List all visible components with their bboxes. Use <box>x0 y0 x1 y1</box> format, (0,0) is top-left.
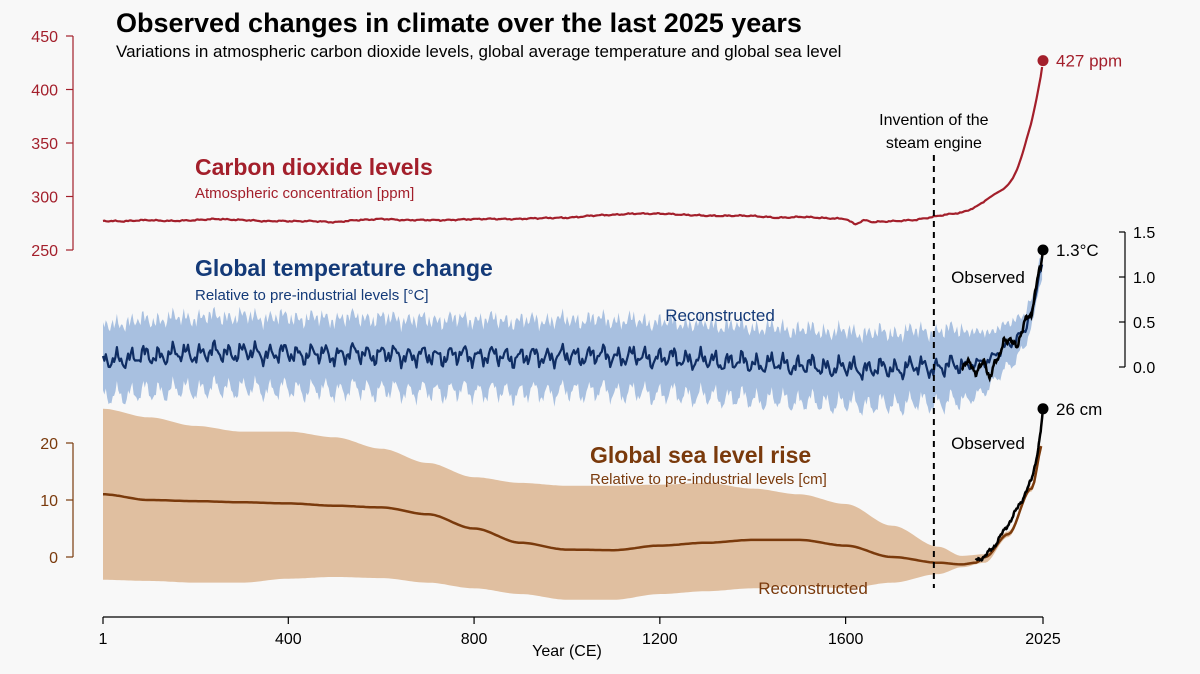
x-axis: 1 400 800 1200 1600 2025 <box>99 616 1061 648</box>
temperature-reconstructed-line <box>101 264 1044 381</box>
x-axis-label: Year (CE) <box>532 643 602 660</box>
temp-panel-subtitle: Relative to pre-industrial levels [°C] <box>195 287 429 304</box>
x-tick-label: 800 <box>461 631 488 648</box>
co2-panel-subtitle: Atmospheric concentration [ppm] <box>195 185 414 202</box>
temp-band-area <box>103 249 1043 416</box>
chart-title: Observed changes in climate over the las… <box>116 8 802 38</box>
x-tick-label: 1600 <box>828 631 864 648</box>
temp-tick-label: 0.5 <box>1133 315 1155 332</box>
sea-tick-label: 10 <box>40 493 58 510</box>
steam-engine-label-line1: Invention of the <box>879 112 989 129</box>
temp-y-axis: 0.0 0.5 1.0 1.5 <box>1119 225 1155 377</box>
co2-panel-title: Carbon dioxide levels <box>195 154 433 180</box>
sea-y-axis: 0 10 20 <box>40 436 74 567</box>
temp-panel-title: Global temperature change <box>195 255 493 281</box>
co2-endpoint-label: 427 ppm <box>1056 52 1122 71</box>
co2-path <box>102 66 1044 226</box>
sea-band-area <box>103 408 1042 600</box>
temp-tick-label: 1.0 <box>1133 270 1155 287</box>
temp-tick-label: 0.0 <box>1133 360 1155 377</box>
temperature-uncertainty-band <box>103 249 1043 416</box>
sea-tick-label: 0 <box>49 550 58 567</box>
sea-panel-title: Global sea level rise <box>590 442 811 468</box>
sea-tick-label: 20 <box>40 436 58 453</box>
temp-observed-path <box>961 249 1045 383</box>
sea-reconstructed-path <box>103 445 1043 566</box>
co2-endpoint-marker <box>1037 55 1049 67</box>
x-tick-label: 2025 <box>1025 631 1061 648</box>
co2-tick-label: 300 <box>31 190 58 207</box>
sea-reconstructed-label: Reconstructed <box>758 579 868 598</box>
co2-tick-label: 400 <box>31 83 58 100</box>
co2-tick-label: 350 <box>31 136 58 153</box>
x-tick-label: 1 <box>99 631 108 648</box>
sea-level-uncertainty-band <box>103 408 1042 600</box>
co2-tick-label: 450 <box>31 29 58 46</box>
co2-tick-label: 250 <box>31 243 58 260</box>
temp-tick-label: 1.5 <box>1133 225 1155 242</box>
chart-subtitle: Variations in atmospheric carbon dioxide… <box>116 42 841 61</box>
sea-endpoint-label: 26 cm <box>1056 400 1102 419</box>
temp-endpoint-marker <box>1037 244 1049 256</box>
sea-endpoint-marker <box>1037 403 1049 415</box>
sea-observed-label: Observed <box>951 434 1025 453</box>
temp-endpoint-label: 1.3°C <box>1056 241 1099 260</box>
temp-reconstructed-label: Reconstructed <box>665 306 775 325</box>
sea-panel-subtitle: Relative to pre-industrial levels [cm] <box>590 471 827 488</box>
sea-level-reconstructed-line <box>103 445 1043 566</box>
observed-lines <box>961 249 1045 562</box>
temp-reconstructed-path <box>101 264 1044 381</box>
co2-y-axis: 250 300 350 400 450 <box>31 29 74 260</box>
x-tick-label: 1200 <box>642 631 678 648</box>
co2-line <box>102 66 1044 226</box>
x-tick-label: 400 <box>275 631 302 648</box>
sea-observed-path <box>974 408 1045 562</box>
steam-engine-label-line2: steam engine <box>886 135 982 152</box>
temp-observed-label: Observed <box>951 268 1025 287</box>
